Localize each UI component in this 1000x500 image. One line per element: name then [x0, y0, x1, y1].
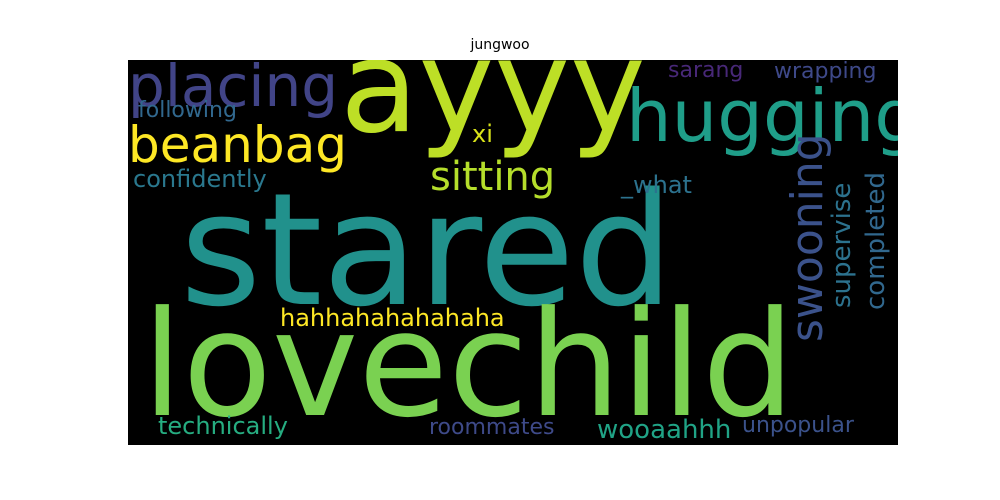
- word-xi: xi: [472, 120, 493, 148]
- word-confidently: confidently: [133, 165, 267, 193]
- word-ayyy: ayyy: [340, 60, 646, 162]
- word-cloud: stared lovechild ayyy hugging placing be…: [128, 60, 898, 445]
- word-stared: stared: [180, 159, 674, 341]
- word-what: _what: [621, 171, 692, 199]
- figure-title: jungwoo: [470, 37, 530, 53]
- word-swooning: swooning: [782, 133, 833, 342]
- word-placing: placing: [128, 60, 339, 120]
- word-following: following: [138, 98, 237, 123]
- word-hugging: hugging: [626, 74, 898, 158]
- word-unpopular: unpopular: [742, 413, 854, 438]
- word-wooaahhh: wooaahhh: [597, 415, 732, 445]
- word-completed: completed: [861, 172, 891, 310]
- word-roommates: roommates: [429, 415, 555, 440]
- word-wrapping: wrapping: [774, 60, 877, 84]
- word-sarang: sarang: [668, 60, 744, 83]
- word-technically: technically: [158, 412, 288, 440]
- word-beanbag: beanbag: [128, 116, 347, 174]
- word-sitting: sitting: [430, 154, 556, 200]
- word-lovechild: lovechild: [142, 280, 795, 445]
- word-supervise: supervise: [827, 182, 857, 308]
- word-hahhahahahahaha: hahhahahahahaha: [280, 304, 505, 332]
